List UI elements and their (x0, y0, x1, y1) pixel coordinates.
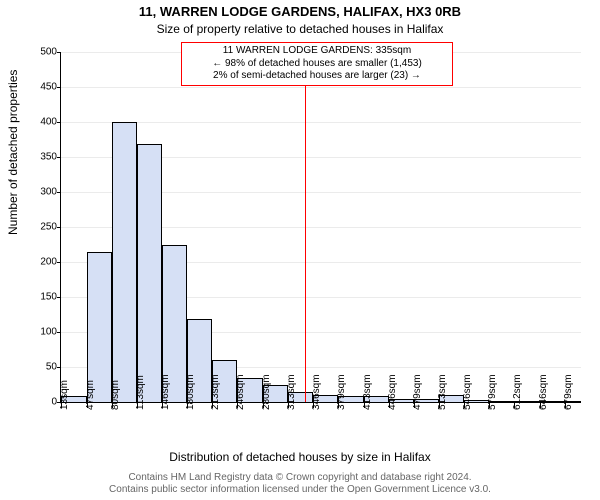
y-tick-mark (57, 157, 61, 158)
page-title: 11, WARREN LODGE GARDENS, HALIFAX, HX3 0… (0, 4, 600, 19)
footer-line-1: Contains HM Land Registry data © Crown c… (0, 472, 600, 484)
marker-annotation-line: 2% of semi-detached houses are larger (2… (186, 70, 448, 83)
x-axis-label: Distribution of detached houses by size … (0, 450, 600, 464)
y-tick-mark (57, 367, 61, 368)
y-tick-mark (57, 332, 61, 333)
y-tick-label: 250 (27, 222, 57, 233)
marker-line (305, 52, 306, 402)
histogram-plot: 05010015020025030035040045050013sqm47sqm… (60, 52, 581, 403)
y-tick-mark (57, 297, 61, 298)
histogram-bar (112, 122, 137, 402)
gridline (61, 122, 581, 123)
y-tick-mark (57, 262, 61, 263)
y-tick-label: 200 (27, 257, 57, 268)
y-tick-mark (57, 227, 61, 228)
y-tick-mark (57, 122, 61, 123)
histogram-bar (137, 144, 162, 402)
y-tick-mark (57, 52, 61, 53)
y-tick-label: 350 (27, 152, 57, 163)
y-tick-label: 500 (27, 47, 57, 58)
y-axis-label: Number of detached properties (6, 70, 20, 235)
y-tick-label: 50 (27, 362, 57, 373)
gridline (61, 87, 581, 88)
y-tick-label: 150 (27, 292, 57, 303)
y-tick-label: 100 (27, 327, 57, 338)
y-tick-mark (57, 192, 61, 193)
y-tick-mark (57, 87, 61, 88)
y-tick-label: 0 (27, 397, 57, 408)
marker-annotation: 11 WARREN LODGE GARDENS: 335sqm← 98% of … (181, 42, 453, 86)
marker-annotation-line: ← 98% of detached houses are smaller (1,… (186, 58, 448, 71)
footer-line-2: Contains public sector information licen… (0, 484, 600, 496)
y-tick-label: 300 (27, 187, 57, 198)
y-tick-label: 400 (27, 117, 57, 128)
marker-annotation-line: 11 WARREN LODGE GARDENS: 335sqm (186, 45, 448, 58)
footer-attribution: Contains HM Land Registry data © Crown c… (0, 472, 600, 496)
y-tick-label: 450 (27, 82, 57, 93)
page-subtitle: Size of property relative to detached ho… (0, 22, 600, 36)
